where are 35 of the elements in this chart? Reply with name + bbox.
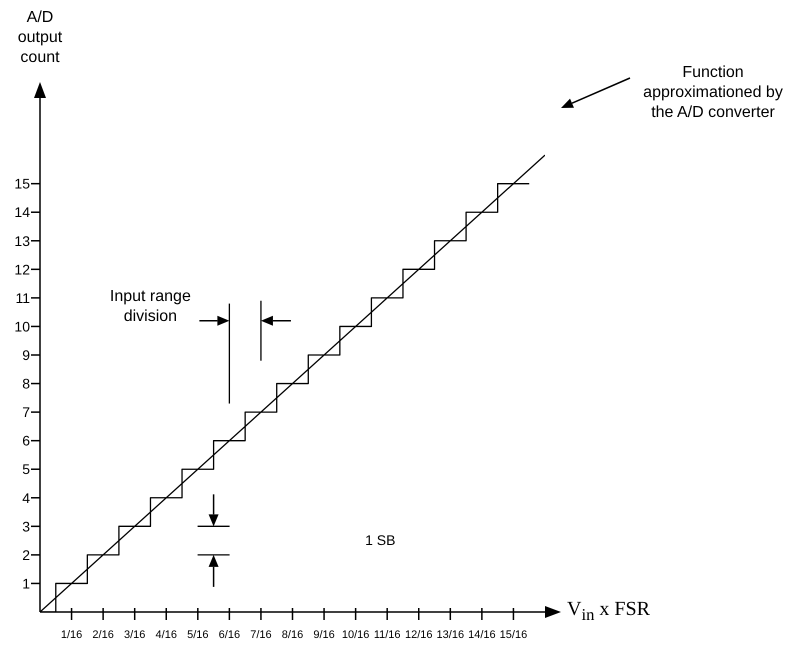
x-tick-label: 9/16 bbox=[313, 629, 335, 641]
x-tick-label: 2/16 bbox=[92, 629, 114, 641]
x-tick-label: 3/16 bbox=[124, 629, 146, 641]
y-tick-label: 3 bbox=[22, 518, 30, 534]
y-tick-label: 7 bbox=[22, 404, 30, 420]
x-tick-label: 12/16 bbox=[404, 629, 433, 641]
x-tick-label: 15/16 bbox=[500, 629, 528, 641]
y-tick-label: 14 bbox=[14, 204, 30, 220]
text: Function approximationed by the A/D converter bbox=[642, 63, 784, 123]
annotation: 1 SB bbox=[365, 532, 396, 548]
y-tick-label: 5 bbox=[22, 461, 30, 478]
x-axis-title: V$_{in}$ x FSR bbox=[567, 598, 650, 625]
y-tick-label: 13 bbox=[14, 232, 30, 249]
y-tick-label: 11 bbox=[15, 290, 30, 306]
x-tick-label: 6/16 bbox=[218, 629, 240, 641]
x-tick-label: 5/16 bbox=[187, 629, 209, 641]
y-tick-label: 1 bbox=[22, 575, 30, 592]
x-tick-label: 11/16 bbox=[374, 629, 401, 641]
y-tick-label: 2 bbox=[22, 546, 30, 563]
y-tick-label: 12 bbox=[14, 261, 30, 278]
x-tick-label: 14/16 bbox=[468, 629, 496, 641]
x-tick-label: 1/16 bbox=[60, 629, 82, 641]
y-tick-label: 10 bbox=[14, 318, 30, 334]
y-tick-label: 9 bbox=[22, 347, 30, 363]
y-tick-label: 8 bbox=[22, 376, 30, 392]
x-tick-label: 7/16 bbox=[250, 629, 272, 641]
y-tick-label: 4 bbox=[22, 490, 30, 506]
y-tick-label: 15 bbox=[14, 176, 30, 192]
x-tick-label: 4/16 bbox=[156, 629, 177, 641]
x-tick-label: 8/16 bbox=[282, 629, 304, 641]
annotation: Input range division bbox=[108, 286, 192, 327]
y-tick-label: 6 bbox=[22, 432, 30, 449]
y-axis-title: A/D output count bbox=[16, 8, 64, 68]
x-tick-label: 10/16 bbox=[342, 629, 370, 641]
x-tick-label: 13/16 bbox=[436, 629, 464, 641]
